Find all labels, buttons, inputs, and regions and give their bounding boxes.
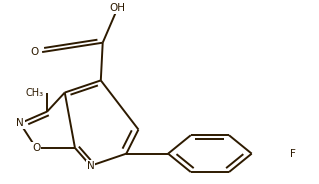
- Text: O: O: [31, 47, 39, 57]
- Text: OH: OH: [110, 3, 126, 13]
- Text: N: N: [87, 161, 94, 171]
- Text: CH₃: CH₃: [26, 88, 44, 98]
- Text: N: N: [16, 118, 24, 128]
- Text: O: O: [32, 143, 40, 153]
- Text: F: F: [290, 149, 296, 159]
